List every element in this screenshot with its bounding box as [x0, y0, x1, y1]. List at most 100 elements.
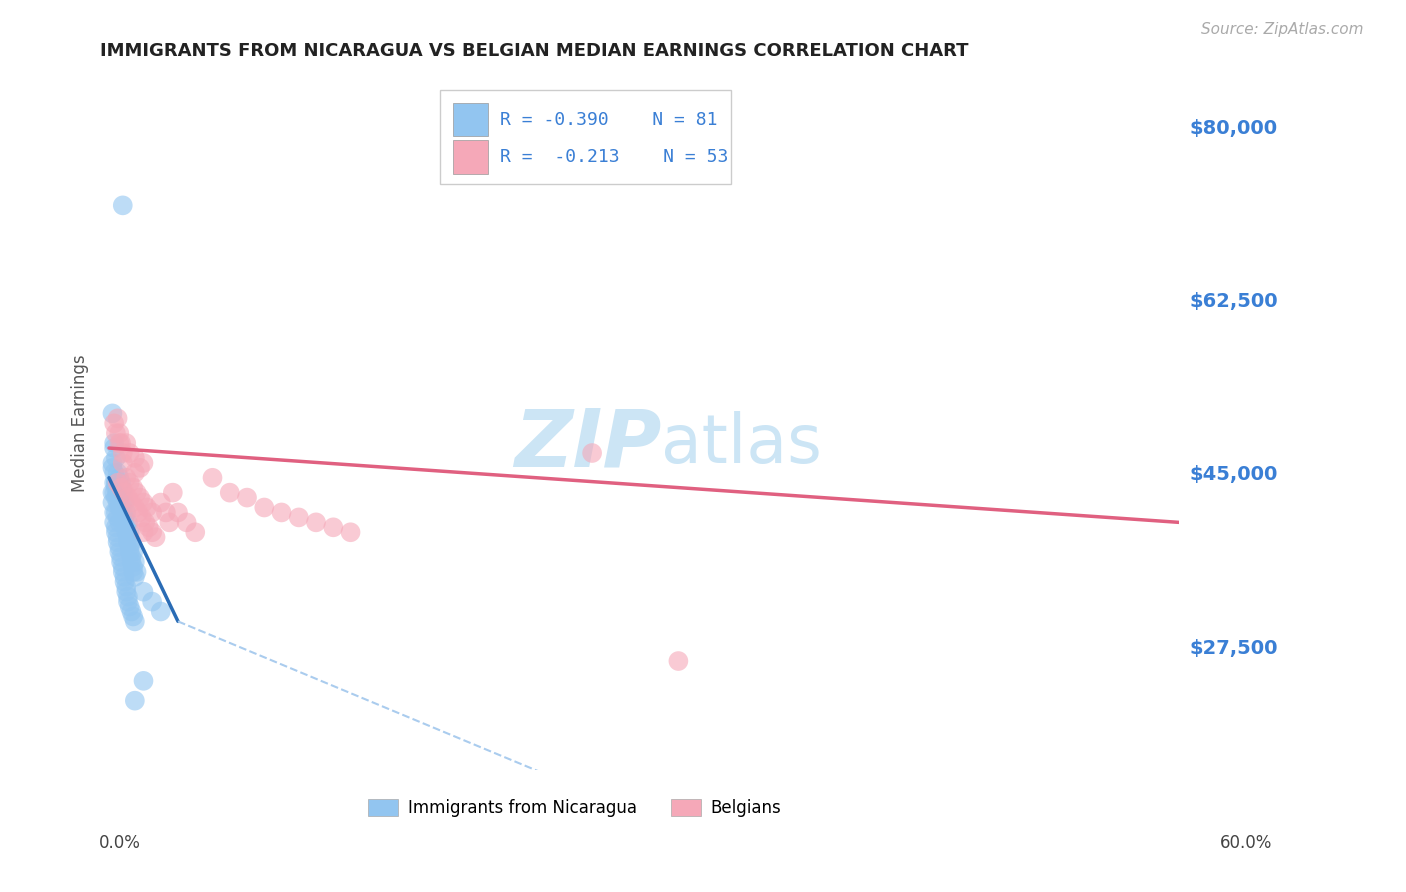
Text: Source: ZipAtlas.com: Source: ZipAtlas.com [1201, 22, 1364, 37]
Text: R = -0.390    N = 81: R = -0.390 N = 81 [501, 111, 718, 128]
Point [111, 485, 134, 500]
Point [132, 456, 155, 470]
Point [118, 525, 141, 540]
Point [108, 426, 131, 441]
Point [108, 436, 131, 450]
Point [107, 535, 129, 549]
Point [120, 495, 142, 509]
Point [115, 525, 138, 540]
Point [120, 605, 142, 619]
Point [110, 549, 132, 564]
Point [118, 475, 141, 490]
Text: ZIP: ZIP [513, 405, 661, 483]
Point [110, 481, 132, 495]
Point [149, 495, 172, 509]
Point [122, 609, 145, 624]
Point [103, 505, 125, 519]
Point [110, 500, 132, 515]
Point [110, 555, 132, 569]
Point [111, 495, 134, 509]
Point [101, 495, 124, 509]
Point [129, 461, 152, 475]
Point [236, 491, 259, 505]
Point [141, 525, 163, 540]
Point [107, 481, 129, 495]
Point [581, 446, 603, 460]
Point [111, 505, 134, 519]
Point [136, 500, 159, 515]
Point [141, 594, 163, 608]
Point [108, 540, 131, 554]
Point [107, 475, 129, 490]
Point [103, 485, 125, 500]
Point [103, 516, 125, 530]
Point [124, 450, 146, 465]
Point [155, 505, 177, 519]
Point [122, 565, 145, 579]
Point [114, 574, 136, 589]
Point [110, 475, 132, 490]
Point [104, 520, 127, 534]
Point [117, 491, 139, 505]
Point [132, 673, 155, 688]
Point [117, 535, 139, 549]
Point [108, 495, 131, 509]
Point [132, 584, 155, 599]
Point [115, 584, 138, 599]
Point [108, 471, 131, 485]
Point [162, 485, 184, 500]
Point [115, 471, 138, 485]
Point [115, 505, 138, 519]
Point [157, 516, 180, 530]
Point [103, 466, 125, 480]
Point [107, 411, 129, 425]
Y-axis label: Median Earnings: Median Earnings [72, 354, 89, 492]
Point [124, 615, 146, 629]
Point [305, 516, 328, 530]
Text: 0.0%: 0.0% [98, 834, 141, 852]
Point [101, 456, 124, 470]
Point [201, 471, 224, 485]
Point [120, 535, 142, 549]
FancyBboxPatch shape [453, 103, 488, 136]
Legend: Immigrants from Nicaragua, Belgians: Immigrants from Nicaragua, Belgians [361, 793, 789, 824]
Point [124, 555, 146, 569]
Point [104, 475, 127, 490]
Point [103, 441, 125, 455]
Point [666, 654, 689, 668]
Point [115, 580, 138, 594]
Point [103, 436, 125, 450]
Point [114, 516, 136, 530]
Point [115, 520, 138, 534]
Point [107, 466, 129, 480]
Point [111, 560, 134, 574]
Point [118, 599, 141, 614]
Point [108, 516, 131, 530]
Point [124, 693, 146, 707]
Point [132, 495, 155, 509]
Point [118, 540, 141, 554]
Point [101, 461, 124, 475]
Point [132, 525, 155, 540]
Point [122, 545, 145, 559]
Point [118, 545, 141, 559]
Point [104, 525, 127, 540]
Point [108, 500, 131, 515]
Point [124, 500, 146, 515]
Text: R =  -0.213    N = 53: R = -0.213 N = 53 [501, 148, 728, 166]
Point [122, 481, 145, 495]
Point [288, 510, 311, 524]
Point [122, 560, 145, 574]
Point [117, 594, 139, 608]
Point [111, 456, 134, 470]
Point [118, 446, 141, 460]
Point [108, 545, 131, 559]
Point [184, 525, 207, 540]
Point [138, 520, 160, 534]
Point [125, 485, 148, 500]
Point [110, 436, 132, 450]
Point [127, 505, 149, 519]
Point [107, 530, 129, 544]
Text: atlas: atlas [661, 411, 823, 477]
Point [129, 491, 152, 505]
